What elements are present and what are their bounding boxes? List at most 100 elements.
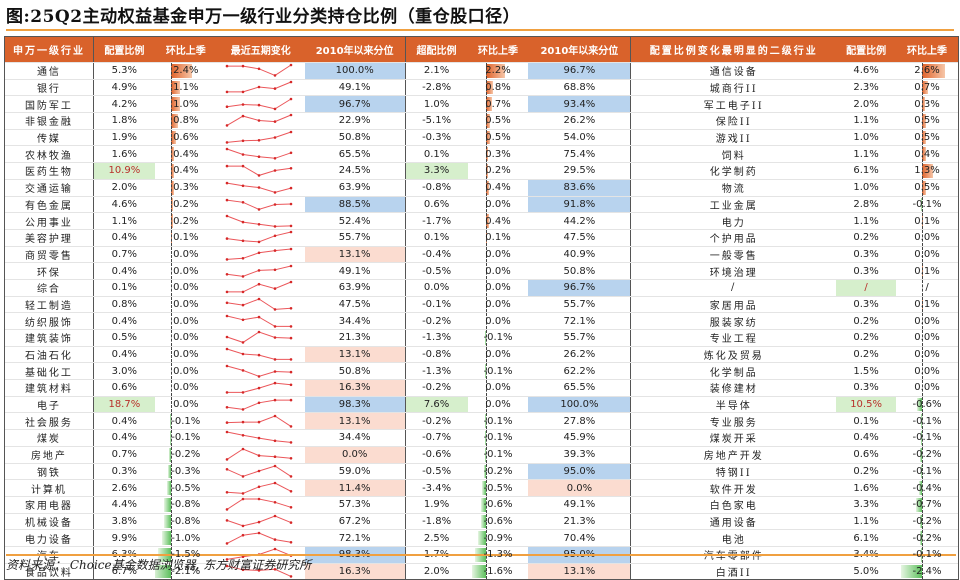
percentile-since-2010: 0.0%: [304, 446, 406, 463]
percentile-since-2010: 34.4%: [305, 313, 406, 329]
bar-value: 0.0%: [485, 198, 511, 210]
bar-value: 1.0%: [173, 98, 199, 110]
sub-industry-weight: 1.1%: [853, 515, 879, 527]
bar-value: 2.4%: [173, 65, 199, 77]
sub-industry-qoq-change: -0.1%: [896, 463, 958, 480]
header-sub-industry: 配置比例变化最明显的二级行业: [649, 46, 818, 57]
bar-axis: [485, 63, 487, 79]
sub-industry-qoq-change: 0.5%: [896, 113, 958, 129]
overweight-ratio: -0.2%: [422, 415, 452, 427]
percentile-since-2010: 13.1%: [304, 246, 406, 263]
industry-name: 基础化工: [5, 363, 94, 380]
bar-axis: [170, 279, 172, 296]
percentile-since-2010: 67.2%: [305, 513, 406, 530]
overweight-ratio: -1.8%: [422, 515, 452, 527]
data-bar: [170, 180, 174, 195]
five-period-sparkline: [217, 530, 305, 546]
sub-industry-weight: 2.8%: [853, 198, 879, 210]
table-row: 纺织服饰 0.4% 0.0% 34.4% -0.2% 0.0% 72.1% 服装家纺 0.2% 0…: [5, 312, 958, 329]
data-bar: [162, 531, 171, 545]
data-bar: [921, 431, 923, 445]
bar-value: 0.8%: [485, 82, 511, 94]
bar-axis: [170, 146, 172, 163]
overweight-percentile: 62.2%: [528, 363, 632, 380]
overweight-percentile: 75.4%: [528, 146, 632, 163]
bar-value: 0.0%: [914, 232, 940, 244]
table-row: 房地产 0.7% -0.2% 0.0% -0.6% -0.1% 39.3% 房地产开发 0.6%…: [5, 445, 958, 463]
bar-value: 0.0%: [914, 315, 940, 327]
overweight-qoq-change: -0.9%: [468, 530, 529, 546]
bar-axis: [170, 446, 172, 463]
bar-axis: [922, 146, 924, 163]
page-title: 图:25Q2主动权益基金申万一级行业分类持仓比例（重仓股口径）: [6, 7, 521, 27]
five-period-sparkline: [217, 380, 305, 396]
data-bar: [164, 497, 171, 512]
overweight-qoq-change: -0.1%: [468, 330, 529, 346]
bar-axis: [170, 246, 172, 263]
table-row: 建筑材料 0.6% 0.0% 16.3% -0.2% 0.0% 65.5% 装修建材 0.3% 0…: [5, 379, 958, 396]
table-row: 家用电器 4.4% -0.8% 57.3% 1.9% -0.6% 49.1% 白色家电 3.3%…: [5, 495, 958, 513]
table-row: 国防军工 4.2% 1.0% 96.7% 1.0% 0.7% 93.4% 军工电子II 2.0%…: [5, 95, 958, 113]
data-bar: [484, 431, 486, 445]
sub-industry-weight: 0.6%: [853, 449, 879, 461]
data-bar: [485, 130, 491, 145]
table-row: 医药生物 10.9% 0.4% 24.5% 3.3% 0.2% 29.5% 化学制药 6.1% 1…: [5, 162, 958, 179]
overweight-ratio: 0.1%: [423, 148, 450, 160]
sub-industry-qoq-change: -0.1%: [896, 413, 958, 430]
bar-axis: [170, 229, 172, 246]
bar-value: -2.1%: [171, 565, 201, 577]
bar-axis: [922, 396, 924, 413]
sub-industry-name: 工业金属: [709, 200, 758, 212]
allocation-weight: 4.4%: [111, 499, 138, 511]
five-period-sparkline: [217, 363, 305, 379]
bar-value: 0.1%: [914, 298, 940, 310]
table-row: 综合 0.1% 0.0% 63.9% 0.0% 0.0% 96.7% / / /: [5, 278, 958, 296]
bar-axis: [922, 413, 924, 430]
sub-industry-name: 游戏II: [715, 134, 752, 146]
data-bar: [480, 497, 486, 512]
sub-industry-name: 饲料: [721, 150, 746, 162]
bar-value: 0.0%: [485, 282, 511, 294]
sub-industry-name: 环境治理: [709, 267, 758, 279]
data-bar: [922, 80, 929, 95]
sub-industry-name: /: [731, 282, 737, 294]
allocation-weight: 0.1%: [111, 282, 138, 294]
bar-axis: [170, 496, 172, 513]
data-bar: [921, 464, 923, 479]
bar-axis: [485, 530, 487, 546]
data-bar: [918, 481, 923, 495]
bar-axis: [170, 63, 172, 79]
bar-axis: [170, 179, 172, 196]
weight-qoq-change: 0.0%: [155, 279, 217, 296]
bar-axis: [922, 179, 924, 196]
overweight-percentile: 39.3%: [528, 446, 632, 463]
five-period-sparkline: [217, 514, 305, 530]
five-period-sparkline: [217, 63, 305, 79]
sub-industry-weight: 2.3%: [853, 82, 879, 94]
bar-axis: [485, 463, 487, 480]
percentile-since-2010: 49.1%: [305, 79, 406, 96]
sub-industry-qoq-change: 2.6%: [896, 63, 958, 79]
bar-value: 0.5%: [485, 115, 511, 127]
five-period-sparkline: [217, 280, 305, 296]
sub-industry-name: 半导体: [715, 401, 752, 413]
overweight-qoq-change: 0.0%: [468, 263, 529, 279]
overweight-qoq-change: 0.5%: [468, 129, 529, 146]
five-period-sparkline: [217, 230, 305, 246]
data-bar: [485, 64, 505, 78]
allocation-weight: 9.9%: [111, 532, 138, 544]
table-row: 农林牧渔 1.6% 0.4% 65.5% 0.1% 0.3% 75.4% 饲料 1.1% 0.4%: [5, 145, 958, 163]
data-bar: [170, 164, 175, 178]
header-percentile: 2010年以来分位: [305, 37, 406, 62]
sub-industry-weight: 1.1%: [853, 215, 879, 227]
table-row: 电力设备 9.9% -1.0% 72.1% 2.5% -0.9% 70.4% 电池 6.1% -0…: [5, 529, 958, 546]
five-period-sparkline: [217, 80, 305, 96]
data-bar: [480, 514, 486, 529]
industry-name: 电子: [5, 396, 94, 413]
data-bar: [922, 64, 945, 78]
percentile-since-2010: 16.3%: [304, 563, 406, 580]
sub-industry-name: 专业工程: [709, 334, 758, 346]
percentile-since-2010: 50.8%: [305, 363, 406, 380]
bar-axis: [485, 413, 487, 430]
bar-value: 0.0%: [173, 265, 199, 277]
